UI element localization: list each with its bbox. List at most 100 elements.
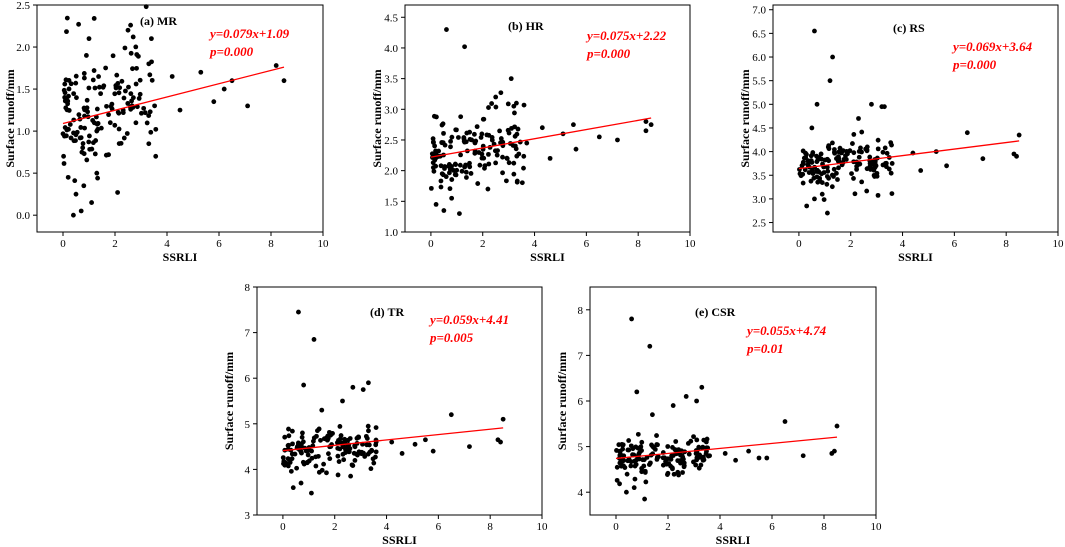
scatter-point <box>486 161 492 167</box>
scatter-point <box>130 95 136 101</box>
y-tick-label: 4 <box>245 464 251 476</box>
scatter-point <box>480 116 486 122</box>
scatter-point <box>511 160 517 166</box>
scatter-point <box>882 145 888 151</box>
scatter-point <box>859 129 865 135</box>
x-tick-label: 10 <box>537 521 549 533</box>
scatter-point <box>97 84 102 90</box>
scatter-point <box>356 435 362 440</box>
scatter-point <box>503 178 509 184</box>
scatter-point <box>694 449 700 454</box>
scatter-point <box>832 150 838 156</box>
scatter-point <box>458 152 463 158</box>
x-tick-label: 6 <box>952 238 958 250</box>
scatter-point <box>634 389 640 395</box>
y-tick-label: 3.5 <box>384 74 398 86</box>
y-axis-label: Surface runoff/mm <box>370 69 384 167</box>
scatter-point <box>511 171 517 177</box>
scatter-point <box>134 52 140 57</box>
x-tick-label: 6 <box>584 238 590 250</box>
scatter-point <box>290 485 296 491</box>
scatter-point <box>474 124 480 130</box>
scatter-point <box>364 436 370 441</box>
scatter-point <box>479 151 485 157</box>
scatter-point <box>819 191 825 197</box>
y-tick-label: 8 <box>578 305 584 317</box>
scatter-point <box>61 153 66 159</box>
y-tick-label: 2.0 <box>16 42 30 54</box>
scatter-point <box>512 124 518 130</box>
scatter-point <box>694 398 699 404</box>
x-axis-label: SSRLI <box>716 533 751 547</box>
scatter-point <box>110 53 116 59</box>
scatter-point <box>169 74 175 79</box>
scatter-point <box>314 433 319 439</box>
scatter-point <box>633 444 639 450</box>
scatter-point <box>282 434 288 440</box>
scatter-point <box>321 461 326 467</box>
plot-frame <box>772 4 1059 233</box>
scatter-point <box>449 134 455 140</box>
plot-frame <box>256 286 543 516</box>
scatter-point <box>315 428 320 434</box>
scatter-point <box>500 154 505 160</box>
scatter-point <box>639 469 645 475</box>
scatter-point <box>96 74 101 79</box>
scatter-point <box>694 437 700 443</box>
scatter-point <box>455 135 461 140</box>
scatter-point <box>467 160 472 166</box>
scatter-point <box>696 445 702 451</box>
scatter-point <box>90 140 96 146</box>
scatter-point <box>433 201 439 207</box>
scatter-point <box>74 95 79 101</box>
scatter-point <box>625 447 631 453</box>
scatter-point <box>452 161 458 167</box>
x-tick-label: 2 <box>332 521 338 533</box>
scatter-point <box>643 128 649 134</box>
scatter-point <box>722 451 728 456</box>
y-tick-label: 1.5 <box>16 84 30 96</box>
scatter-point <box>152 103 158 109</box>
scatter-point <box>128 22 134 28</box>
scatter-point <box>619 441 625 447</box>
scatter-point <box>371 460 377 466</box>
y-tick-label: 6 <box>245 373 251 385</box>
scatter-point <box>313 463 319 469</box>
scatter-point <box>67 122 73 127</box>
y-tick-label: 4.0 <box>384 43 398 55</box>
scatter-point <box>299 434 305 440</box>
scatter-point <box>814 168 820 173</box>
y-tick-label: 6.0 <box>752 52 766 64</box>
scatter-point <box>124 131 130 136</box>
x-tick-label: 10 <box>318 238 330 250</box>
scatter-point <box>66 78 72 83</box>
panel-title: (c) RS <box>893 21 925 35</box>
x-tick-label: 10 <box>871 521 883 533</box>
scatter-point <box>95 126 101 132</box>
scatter-point <box>810 150 816 155</box>
scatter-point <box>859 179 865 185</box>
scatter-point <box>614 464 620 470</box>
scatter-point <box>626 438 632 443</box>
scatter-point <box>486 105 491 110</box>
scatter-point <box>871 161 876 167</box>
scatter-point <box>107 120 113 126</box>
scatter-point <box>62 90 68 96</box>
scatter-point <box>468 171 474 176</box>
x-tick-label: 8 <box>268 238 274 250</box>
scatter-point <box>632 476 638 482</box>
scatter-point <box>130 34 136 40</box>
scatter-point <box>830 140 835 146</box>
scatter-point <box>628 459 634 465</box>
scatter-point <box>818 151 824 157</box>
scatter-point <box>86 36 92 42</box>
y-tick-label: 3.0 <box>384 104 398 116</box>
scatter-point <box>444 27 449 32</box>
scatter-point <box>596 134 602 140</box>
scatter-point <box>285 443 291 448</box>
scatter-point <box>447 186 453 192</box>
scatter-point <box>678 452 683 458</box>
scatter-point <box>827 78 833 84</box>
scatter-point <box>115 190 120 195</box>
scatter-point <box>343 447 348 452</box>
